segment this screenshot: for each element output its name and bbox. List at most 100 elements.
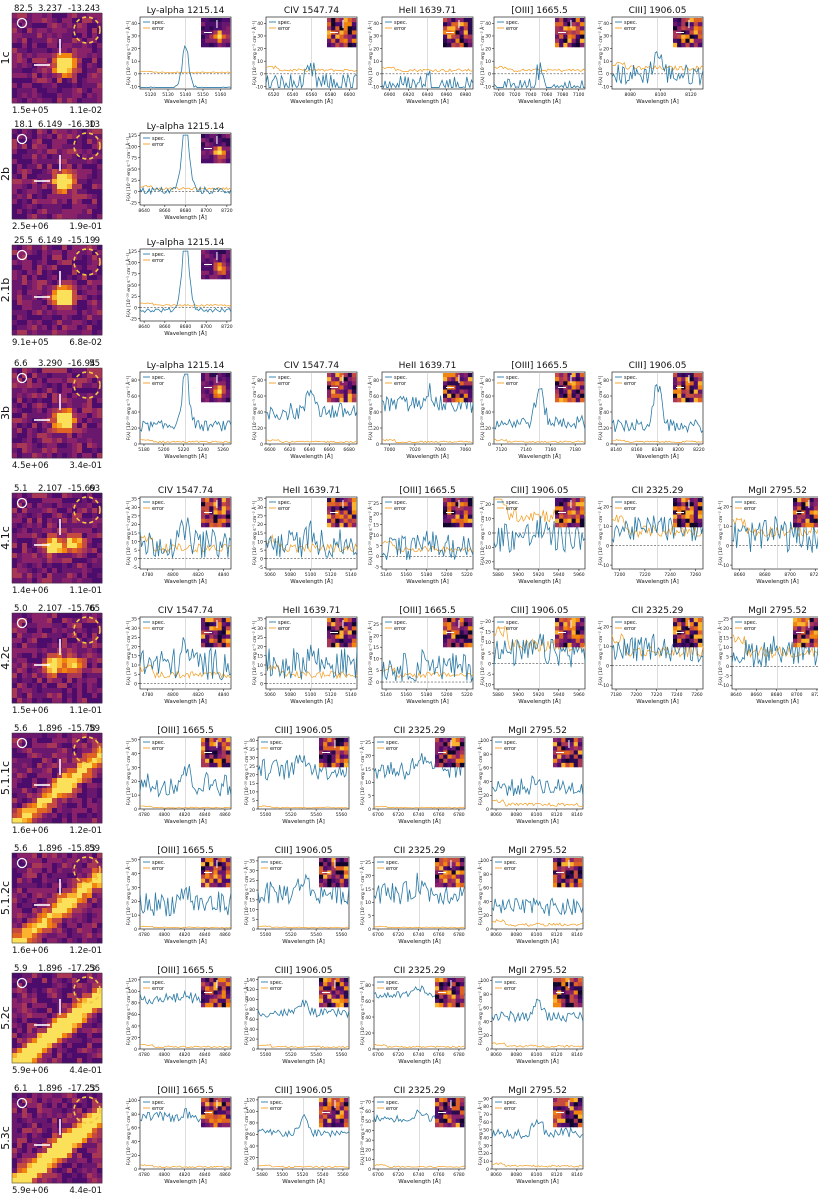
thumb-flux: 1.5e+06 xyxy=(12,706,49,716)
x-tick-label: 4840 xyxy=(199,812,211,818)
y-axis-label: F(λ) [10⁻²⁰ erg s⁻¹ cm⁻² Å⁻¹] xyxy=(717,620,724,685)
x-axis-label: Wavelength [Å] xyxy=(398,818,440,825)
x-tick-label: 8220 xyxy=(693,447,705,453)
y-tick-label: -10 xyxy=(256,84,263,90)
x-tick-label: 5500 xyxy=(260,812,272,818)
spec-series-line xyxy=(491,1118,584,1140)
y-tick-label: 35 xyxy=(257,497,263,503)
x-tick-label: 4860 xyxy=(219,932,231,938)
x-tick-label: 5150 xyxy=(197,92,209,98)
y-tick-label: 20 xyxy=(257,426,263,432)
error-series-line xyxy=(257,1164,350,1169)
y-tick-label: 60 xyxy=(131,1012,137,1018)
inset-cutout xyxy=(327,618,357,648)
x-tick-label: 4800 xyxy=(159,812,171,818)
y-tick-label: 15 xyxy=(249,781,255,787)
thumb-ratio: 1.1e-02 xyxy=(69,106,102,116)
legend-error-label: error xyxy=(152,258,165,264)
error-series-line xyxy=(611,438,704,444)
x-tick-label: 8180 xyxy=(652,447,664,453)
spectrum-panel: CII 2325.29 -10 0 10 20 7180 7200 7220 7240 7260 W… xyxy=(597,606,704,705)
x-tick-label: 5960 xyxy=(573,692,585,698)
y-tick-label: 20 xyxy=(249,1037,255,1043)
error-series-line xyxy=(139,439,232,444)
y-tick-label: 30 xyxy=(483,1143,489,1149)
panel-title: CIII] 1906.05 xyxy=(511,486,569,496)
y-tick-label: 35 xyxy=(249,747,255,753)
legend-error-label: error xyxy=(386,1106,399,1112)
y-tick-label: 0 xyxy=(376,442,379,448)
x-tick-label: 8100 xyxy=(655,92,667,98)
x-tick-label: 7040 xyxy=(434,447,446,453)
x-tick-label: 4780 xyxy=(138,1052,150,1058)
y-tick-label: 30 xyxy=(365,1138,371,1144)
x-tick-label: 5540 xyxy=(310,1052,322,1058)
x-tick-label: 6720 xyxy=(393,1052,405,1058)
x-tick-label: 6600 xyxy=(264,447,276,453)
x-tick-label: 8100 xyxy=(531,932,543,938)
x-axis-label: Wavelength [Å] xyxy=(516,1178,558,1185)
inset-cutout xyxy=(319,1098,349,1128)
thumb-snr: 6.1 xyxy=(14,1084,28,1094)
legend: spec.error xyxy=(261,860,284,872)
x-tick-label: 5500 xyxy=(260,932,272,938)
y-tick-label: 70 xyxy=(483,1112,489,1118)
thumb-snr: 25.5 xyxy=(14,236,33,246)
x-tick-label: 7260 xyxy=(690,572,702,578)
legend-spec-label: spec. xyxy=(270,1100,284,1106)
legend-error-label: error xyxy=(278,26,291,32)
legend-spec-label: spec. xyxy=(152,980,166,986)
inset-cutout xyxy=(555,373,585,403)
y-tick-label: 0 xyxy=(486,927,489,933)
row-label: 4.1c xyxy=(0,526,12,550)
x-axis-label: Wavelength [Å] xyxy=(636,453,678,460)
y-tick-label: 5 xyxy=(376,544,379,550)
x-axis-label: Wavelength [Å] xyxy=(164,214,206,221)
y-axis-label: F(λ) [10⁻²⁰ erg s⁻¹ cm⁻² Å⁻¹] xyxy=(243,1100,250,1165)
y-tick-label: 60 xyxy=(373,394,379,400)
x-tick-label: 5880 xyxy=(492,692,504,698)
y-tick-label: 30 xyxy=(257,34,263,40)
x-tick-label: 7220 xyxy=(651,692,663,698)
x-tick-label: 5500 xyxy=(260,1052,272,1058)
y-tick-label: 30 xyxy=(257,626,263,632)
legend-error-label: error xyxy=(506,626,519,632)
x-axis-label: Wavelength [Å] xyxy=(164,578,206,585)
y-tick-label: 40 xyxy=(249,1027,255,1033)
thumb-redshift: 2.107 xyxy=(38,484,62,494)
y-tick-label: 0 xyxy=(252,807,255,813)
psf-circle-icon xyxy=(16,372,28,384)
y-tick-label: 40 xyxy=(131,1024,137,1030)
legend-spec-label: spec. xyxy=(152,375,166,381)
y-tick-label: 80 xyxy=(603,378,609,384)
y-tick-label: 25 xyxy=(249,878,255,884)
y-tick-label: 50 xyxy=(131,283,137,289)
thumbnail-image xyxy=(12,129,103,220)
y-tick-label: 100 xyxy=(128,260,137,266)
thumb-flux: 2.5e+06 xyxy=(12,222,49,232)
y-tick-label: 35 xyxy=(257,617,263,623)
y-tick-label: 40 xyxy=(483,1019,489,1025)
y-tick-label: 40 xyxy=(249,1144,255,1150)
thumbnail-image xyxy=(12,613,103,704)
x-tick-label: 7240 xyxy=(664,572,676,578)
inset-cutout xyxy=(793,498,818,528)
x-tick-label: 7060 xyxy=(460,447,472,453)
legend: spec.error xyxy=(497,20,520,32)
y-axis-label: F(λ) [10⁻²⁰ erg s⁻¹ cm⁻² Å⁻¹] xyxy=(597,620,604,685)
thumbnail-image xyxy=(12,733,103,824)
panel-title: [OIII] 1665.5 xyxy=(511,361,567,371)
y-axis-label: F(λ) [10⁻²⁰ erg s⁻¹ cm⁻² Å⁻¹] xyxy=(125,980,132,1045)
spectrum-panel: CIII] 1906.05 -10 0 10 20 30 40 8080 8100 8120 Wav… xyxy=(597,6,704,105)
y-tick-label: 0 xyxy=(726,543,729,549)
thumb-ratio: 1.9e-01 xyxy=(69,222,102,232)
y-tick-label: -10 xyxy=(484,545,491,551)
row-label: 3b xyxy=(0,406,12,420)
y-tick-label: -10 xyxy=(484,84,491,90)
error-series-line xyxy=(373,1163,466,1168)
inset-cutout xyxy=(673,18,703,48)
x-tick-label: 8080 xyxy=(511,812,523,818)
error-series-line xyxy=(139,664,232,679)
x-tick-label: 7240 xyxy=(671,692,683,698)
y-tick-label: 50 xyxy=(483,1128,489,1134)
